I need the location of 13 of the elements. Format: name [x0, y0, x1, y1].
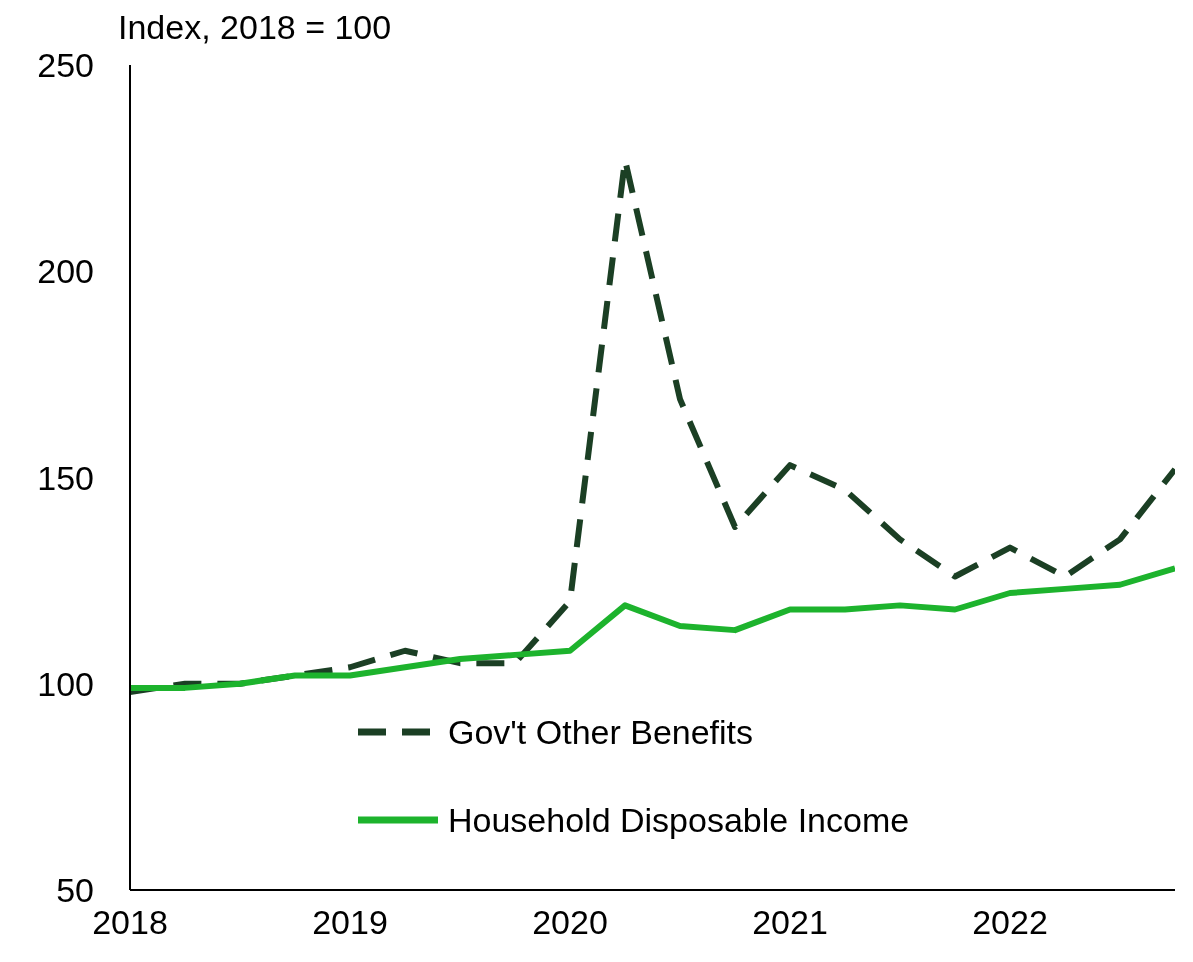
y-tick-label: 200: [37, 252, 94, 291]
x-tick-label: 2022: [972, 903, 1048, 942]
x-tick-label: 2021: [752, 903, 828, 942]
y-tick-label: 250: [37, 46, 94, 85]
legend-label: Household Disposable Income: [448, 800, 910, 840]
x-tick-label: 2019: [312, 903, 388, 942]
legend-label: Gov't Other Benefits: [448, 712, 754, 752]
y-tick-label: 100: [37, 664, 94, 703]
x-tick-label: 2018: [92, 903, 168, 942]
y-tick-label: 150: [37, 458, 94, 497]
y-axis-title: Index, 2018 = 100: [118, 8, 392, 47]
y-tick-label: 50: [56, 871, 94, 910]
x-tick-label: 2020: [532, 903, 608, 942]
